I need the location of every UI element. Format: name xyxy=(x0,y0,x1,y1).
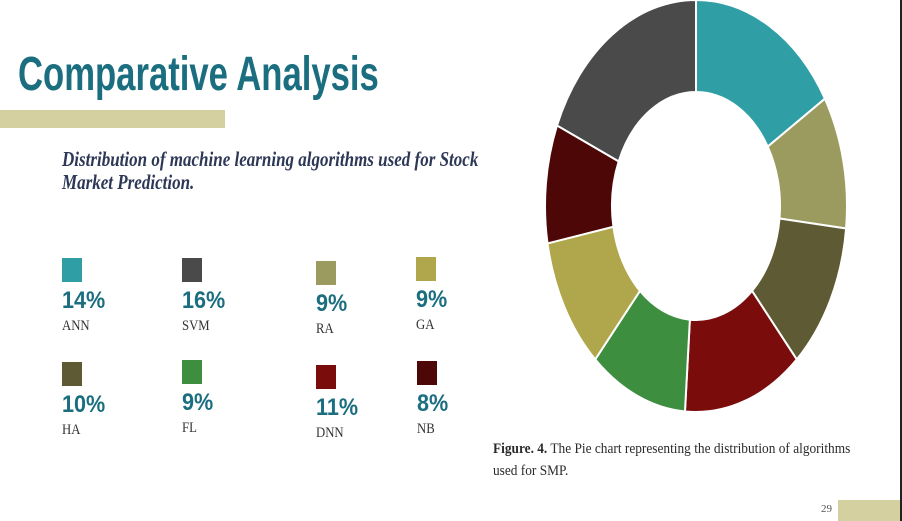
legend-item-ha: 10% HA xyxy=(62,362,142,444)
caption-text-1: The Pie chart representing the distribut… xyxy=(550,441,851,457)
caption-label: Figure. 4. xyxy=(493,441,548,457)
caption-line-2: used for SMP. xyxy=(493,463,569,479)
legend-swatch-ga xyxy=(416,257,436,281)
legend-label-nb: NB xyxy=(417,421,435,437)
legend-swatch-nb xyxy=(417,361,437,385)
legend-percent-ra: 9% xyxy=(316,290,348,317)
legend-percent-ann: 14% xyxy=(62,287,106,314)
legend-item-ga: 9% GA xyxy=(416,257,496,339)
legend-label-ra: RA xyxy=(316,321,334,337)
legend-percent-svm: 16% xyxy=(182,287,226,314)
legend-item-dnn: 11% DNN xyxy=(316,365,396,447)
donut-slice-svm xyxy=(555,0,697,163)
slide-title: Comparative Analysis xyxy=(18,48,379,101)
legend-label-ga: GA xyxy=(416,317,435,333)
legend-swatch-ha xyxy=(62,362,82,386)
slide-edge-line xyxy=(900,0,902,521)
legend-label-ha: HA xyxy=(62,422,81,438)
legend-swatch-ann xyxy=(62,258,82,282)
legend-swatch-ra xyxy=(316,261,336,285)
legend-item-nb: 8% NB xyxy=(417,361,497,443)
legend-percent-ha: 10% xyxy=(62,391,106,418)
legend-percent-ga: 9% xyxy=(416,286,448,313)
page-number: 29 xyxy=(821,503,832,515)
figure-caption: Figure. 4. The Pie chart representing th… xyxy=(493,438,850,482)
legend-label-ann: ANN xyxy=(62,318,90,334)
subtitle-line-2: Market Prediction. xyxy=(62,170,195,194)
legend-label-dnn: DNN xyxy=(316,425,344,441)
donut-chart xyxy=(544,0,848,413)
legend-percent-nb: 8% xyxy=(417,390,449,417)
legend-label-fl: FL xyxy=(182,420,197,436)
legend-item-ann: 14% ANN xyxy=(62,258,142,340)
title-accent-bar xyxy=(0,110,225,128)
legend-swatch-dnn xyxy=(316,365,336,389)
legend-percent-dnn: 11% xyxy=(316,394,359,421)
chart-subtitle: Distribution of machine learning algorit… xyxy=(62,148,478,194)
legend-item-svm: 16% SVM xyxy=(182,258,262,340)
legend-swatch-fl xyxy=(182,360,202,384)
subtitle-line-1: Distribution of machine learning algorit… xyxy=(62,147,479,171)
legend-item-fl: 9% FL xyxy=(182,360,262,442)
legend-label-svm: SVM xyxy=(182,318,210,334)
legend-swatch-svm xyxy=(182,258,202,282)
legend-item-ra: 9% RA xyxy=(316,261,396,343)
legend-percent-fl: 9% xyxy=(182,389,214,416)
footer-accent-bar xyxy=(838,500,900,521)
caption-line-1: Figure. 4. The Pie chart representing th… xyxy=(493,438,850,460)
